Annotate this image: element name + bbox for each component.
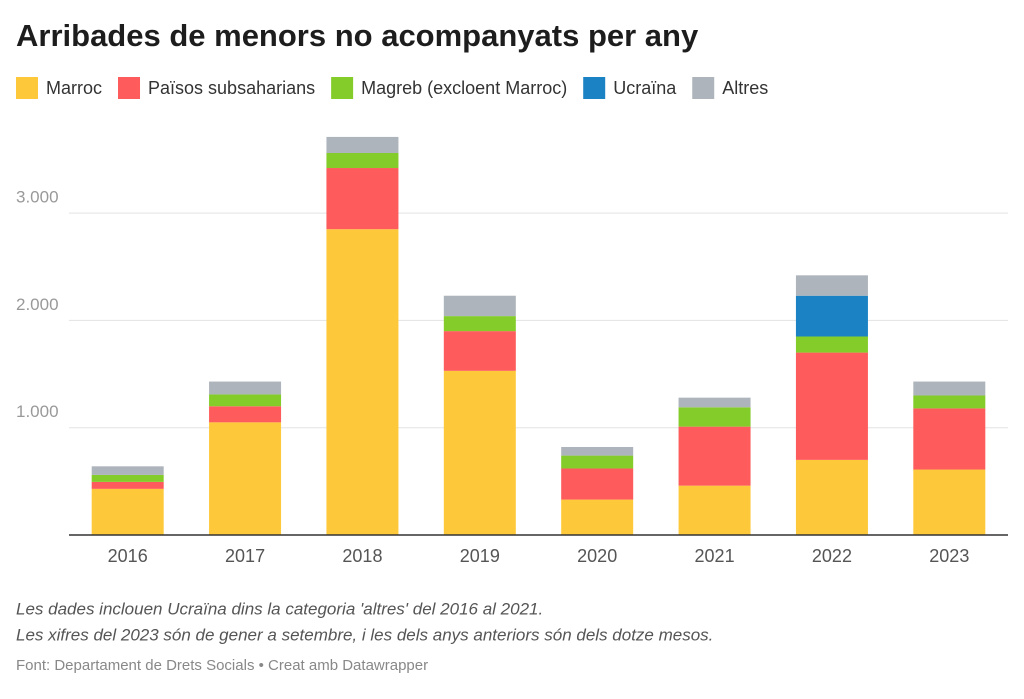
legend-swatch (16, 77, 38, 99)
bar-segment (443, 370, 516, 535)
bar-segment (326, 136, 399, 154)
legend-swatch (583, 77, 606, 99)
bar-segment (209, 406, 282, 423)
bar-segment (443, 295, 516, 317)
chart-title: Arribades de menors no acompanyats per a… (16, 18, 699, 53)
y-tick-label: 2.000 (16, 295, 59, 314)
x-tick-label: 2016 (108, 546, 148, 566)
legend-label: Altres (722, 78, 768, 98)
x-tick-label: 2018 (342, 546, 382, 566)
bar-segment (326, 229, 399, 535)
bar-segment (913, 469, 986, 535)
x-tick-label: 2017 (225, 546, 265, 566)
bar-segment (795, 459, 868, 535)
x-tick-label: 2020 (577, 546, 617, 566)
x-tick-label: 2022 (812, 546, 852, 566)
bar-segment (561, 447, 634, 456)
bar-segment (443, 316, 516, 332)
x-tick-label: 2021 (695, 546, 735, 566)
bar-segment (913, 395, 986, 409)
x-tick-label: 2023 (929, 546, 969, 566)
bar-segment (91, 466, 164, 475)
bar-segment (326, 153, 399, 169)
bar-segment (795, 295, 868, 337)
bar-segment (561, 455, 634, 469)
bar-segment (795, 352, 868, 460)
bar-segment (561, 499, 634, 535)
bar-segment (678, 407, 751, 427)
legend-swatch (331, 77, 354, 99)
legend-label: Ucraïna (613, 78, 677, 98)
bar-segment (678, 397, 751, 408)
legend-swatch (118, 77, 141, 99)
y-tick-label: 1.000 (16, 402, 59, 421)
legend-swatch (692, 77, 715, 99)
bar-segment (209, 381, 282, 395)
bar-segment (561, 468, 634, 500)
note: Les xifres del 2023 són de gener a setem… (16, 625, 713, 644)
bar-segment (209, 394, 282, 407)
bar-segment (209, 422, 282, 535)
bar-segment (443, 331, 516, 371)
bar-segment (795, 336, 868, 353)
bar-segment (326, 168, 399, 230)
legend-label: Magreb (excloent Marroc) (361, 78, 567, 98)
note: Les dades inclouen Ucraïna dins la categ… (16, 599, 543, 618)
bar-segment (795, 275, 868, 296)
x-tick-label: 2019 (460, 546, 500, 566)
bar-segment (913, 408, 986, 470)
bar-segment (91, 481, 164, 489)
legend-label: Països subsaharians (148, 78, 315, 98)
bar-segment (678, 426, 751, 486)
bar-segment (913, 381, 986, 396)
bar-segment (91, 488, 164, 535)
bar-segment (91, 474, 164, 482)
bar-segment (678, 485, 751, 535)
source: Font: Departament de Drets Socials • Cre… (16, 657, 428, 674)
legend-label: Marroc (46, 78, 102, 98)
y-tick-label: 3.000 (16, 188, 59, 207)
